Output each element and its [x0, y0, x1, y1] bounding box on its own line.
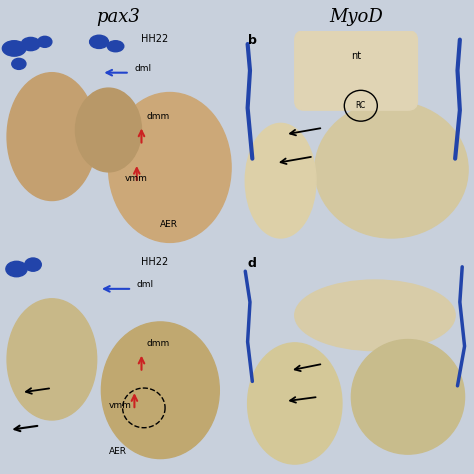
Text: d: d [247, 257, 256, 270]
Ellipse shape [295, 280, 455, 351]
Ellipse shape [90, 35, 109, 48]
FancyBboxPatch shape [295, 31, 418, 110]
Ellipse shape [6, 261, 27, 277]
Ellipse shape [7, 73, 97, 201]
Text: AER: AER [160, 220, 178, 229]
Text: dmm: dmm [146, 112, 170, 121]
Text: dmm: dmm [146, 339, 170, 348]
Ellipse shape [351, 339, 465, 454]
Ellipse shape [245, 123, 316, 238]
Text: vmm: vmm [109, 401, 131, 410]
Text: vmm: vmm [125, 173, 148, 182]
Text: HH22: HH22 [141, 34, 169, 44]
Text: pax3: pax3 [96, 8, 140, 26]
Ellipse shape [12, 58, 26, 69]
Text: RC: RC [356, 101, 366, 110]
Text: nt: nt [351, 52, 361, 62]
Ellipse shape [101, 322, 219, 458]
Ellipse shape [2, 41, 26, 56]
Ellipse shape [109, 92, 231, 242]
Text: AER: AER [109, 447, 127, 456]
Text: MyoD: MyoD [329, 8, 383, 26]
Text: HH22: HH22 [141, 256, 169, 266]
Ellipse shape [247, 343, 342, 464]
Ellipse shape [21, 37, 40, 51]
Ellipse shape [38, 36, 52, 47]
Text: dml: dml [137, 280, 154, 289]
Ellipse shape [107, 41, 124, 52]
Ellipse shape [7, 299, 97, 420]
Text: dml: dml [135, 64, 152, 73]
Text: b: b [247, 34, 256, 47]
Ellipse shape [25, 258, 41, 271]
Ellipse shape [75, 88, 141, 172]
Ellipse shape [315, 101, 468, 238]
